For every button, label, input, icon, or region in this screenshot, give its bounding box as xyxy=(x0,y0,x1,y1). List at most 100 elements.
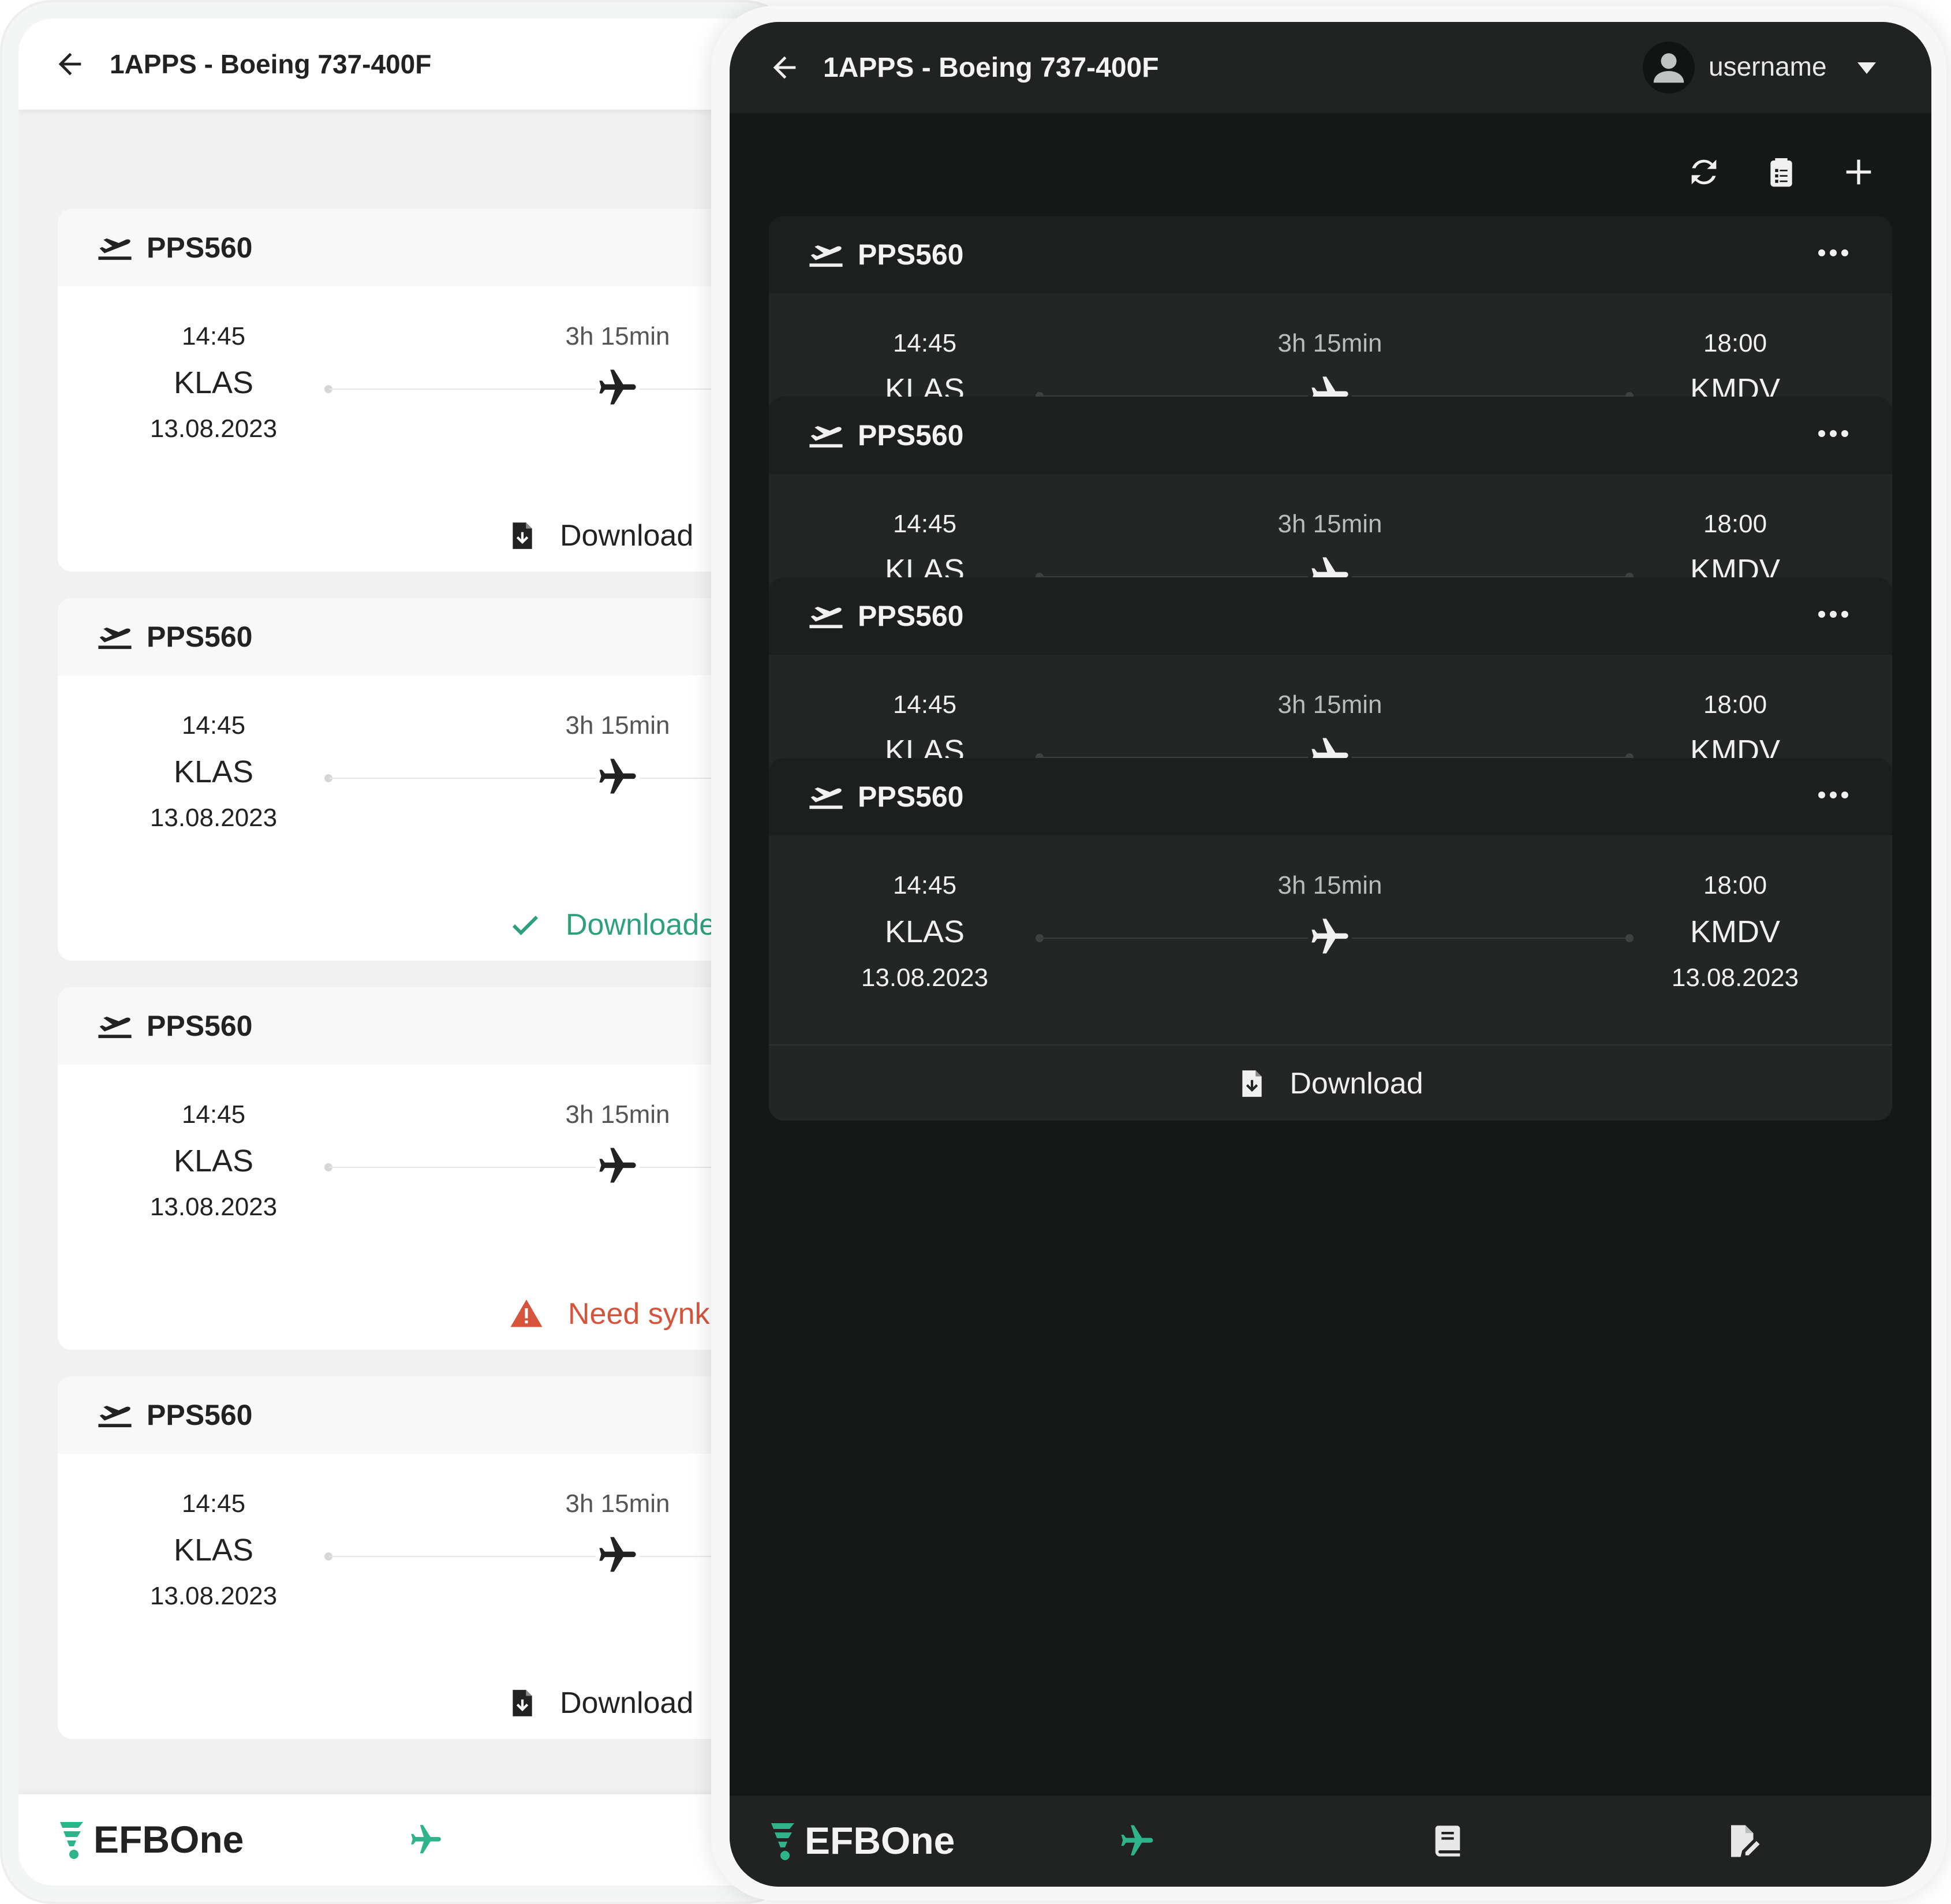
departure-time: 14:45 xyxy=(892,871,957,899)
flight-card-header: PPS560 xyxy=(58,209,797,286)
flight-duration: 3h 15min xyxy=(565,711,670,740)
departure-date: 13.08.2023 xyxy=(149,804,278,832)
refresh-icon[interactable] xyxy=(1685,154,1722,191)
dark-screen: 1APPS - Boeing 737-400F username xyxy=(730,22,1931,1887)
flight-card-footer: Download xyxy=(769,1044,1892,1121)
plus-icon[interactable] xyxy=(1840,154,1877,191)
file-download-icon xyxy=(513,522,532,549)
check-icon xyxy=(512,916,539,935)
light-theme-phone: 1APPS - Boeing 737-400F PPS560 14:45 KLA… xyxy=(0,0,797,1904)
departure-airport: KLAS xyxy=(173,1533,254,1567)
book-icon[interactable] xyxy=(1429,1822,1466,1860)
light-bottom-nav: EFBOne xyxy=(18,1794,797,1886)
brand-name: EFBOne xyxy=(805,1819,955,1862)
flight-duration: 3h 15min xyxy=(1277,329,1382,357)
route-plane xyxy=(596,755,640,799)
flight-card-header: PPS560 xyxy=(58,598,797,675)
route-start-dot xyxy=(324,1552,332,1560)
departure-airport: KLAS xyxy=(173,755,254,789)
flight-card[interactable]: PPS560 14:45 KLAS 13.08.2023 3h 15min Ne… xyxy=(58,987,797,1350)
departure-date: 13.08.2023 xyxy=(149,1582,278,1610)
flight-number: PPS560 xyxy=(147,232,253,264)
clipboard-list-icon[interactable] xyxy=(1763,154,1800,191)
avatar[interactable] xyxy=(1643,42,1695,94)
airplane-icon[interactable] xyxy=(1116,1822,1158,1860)
departure-airport: KLAS xyxy=(884,914,965,949)
departure-date: 13.08.2023 xyxy=(149,415,278,443)
departure-airport: KLAS xyxy=(173,1144,254,1178)
username-label[interactable]: username xyxy=(1709,51,1827,81)
route-plane xyxy=(596,366,640,410)
route-start-dot xyxy=(324,385,332,393)
airplane-route-icon xyxy=(599,369,636,405)
status[interactable]: Download xyxy=(508,498,693,572)
departure-time: 14:45 xyxy=(181,322,246,350)
flight-number: PPS560 xyxy=(858,419,964,451)
route-line xyxy=(329,1167,797,1168)
more-options-icon[interactable] xyxy=(1817,603,1849,626)
departure-date: 13.08.2023 xyxy=(861,964,989,992)
dark-header: 1APPS - Boeing 737-400F username xyxy=(730,22,1931,113)
route-plane xyxy=(1308,915,1352,959)
route-start-dot xyxy=(324,774,332,782)
departure-time: 14:45 xyxy=(181,1100,246,1129)
dark-theme-phone: 1APPS - Boeing 737-400F username xyxy=(711,6,1946,1901)
status[interactable]: Downloaded xyxy=(508,887,732,961)
warning-icon xyxy=(510,1300,543,1327)
dark-bottom-nav: EFBOne xyxy=(730,1795,1931,1887)
edit-document-icon[interactable] xyxy=(1724,1822,1764,1860)
departure-icon xyxy=(98,1405,132,1428)
departure-airport: KLAS xyxy=(173,365,254,400)
departure-icon xyxy=(809,245,843,267)
flight-card[interactable]: PPS560 14:45 KLAS 13.08.2023 3h 15min Do… xyxy=(58,209,797,572)
airplane-route-icon xyxy=(1311,376,1348,412)
status-label: Download xyxy=(1290,1067,1423,1100)
download-button[interactable]: Download xyxy=(769,1046,1892,1121)
departure-icon xyxy=(98,627,132,649)
departure-icon xyxy=(809,606,843,629)
airplane-route-icon xyxy=(1311,738,1348,773)
airplane-icon[interactable] xyxy=(405,1822,447,1858)
airplane-route-icon xyxy=(599,1148,636,1183)
departure-time: 14:45 xyxy=(892,690,957,719)
flight-number: PPS560 xyxy=(858,238,964,271)
route-end-dot xyxy=(1625,934,1634,942)
departure-time: 14:45 xyxy=(181,1489,246,1518)
departure-date: 13.08.2023 xyxy=(149,1193,278,1221)
brand-logo: EFBOne xyxy=(58,1817,244,1861)
flight-duration: 3h 15min xyxy=(1277,510,1382,538)
flight-card[interactable]: PPS560 14:45 KLAS 13.08.2023 3h 15min 18… xyxy=(769,758,1892,1121)
flight-number: PPS560 xyxy=(147,621,253,653)
airplane-route-icon xyxy=(599,1537,636,1572)
file-download-icon xyxy=(513,1690,532,1716)
flight-duration: 3h 15min xyxy=(565,1100,670,1129)
more-options-icon[interactable] xyxy=(1817,783,1849,807)
flight-card[interactable]: PPS560 14:45 KLAS 13.08.2023 3h 15min Do… xyxy=(58,1376,797,1739)
more-options-icon[interactable] xyxy=(1817,241,1849,264)
chevron-down-icon[interactable] xyxy=(1855,60,1878,76)
back-arrow-icon[interactable] xyxy=(53,47,87,81)
flight-card-header: PPS560 xyxy=(769,216,1892,293)
efbone-logo-icon xyxy=(771,1823,794,1860)
flight-number: PPS560 xyxy=(147,1399,253,1431)
airplane-route-icon xyxy=(1311,919,1348,954)
page-title: 1APPS - Boeing 737-400F xyxy=(823,52,1159,83)
departure-icon xyxy=(809,787,843,809)
route-plane xyxy=(596,1144,640,1188)
user-icon xyxy=(1653,53,1684,83)
light-screen: 1APPS - Boeing 737-400F PPS560 14:45 KLA… xyxy=(18,18,797,1886)
flight-card-header: PPS560 xyxy=(58,1376,797,1454)
airplane-route-icon xyxy=(599,759,636,794)
arrival-time: 18:00 xyxy=(1703,690,1767,719)
route-line xyxy=(329,778,797,779)
flight-duration: 3h 15min xyxy=(1277,690,1382,719)
flight-card[interactable]: PPS560 14:45 KLAS 13.08.2023 3h 15min Do… xyxy=(58,598,797,961)
status-label: Download xyxy=(560,519,694,552)
more-options-icon[interactable] xyxy=(1817,422,1849,445)
status[interactable]: Need synk xyxy=(508,1276,710,1350)
departure-icon xyxy=(98,238,132,260)
back-arrow-icon[interactable] xyxy=(768,51,801,84)
status[interactable]: Download xyxy=(508,1665,693,1739)
arrival-date: 13.08.2023 xyxy=(1671,964,1799,992)
page-title: 1APPS - Boeing 737-400F xyxy=(110,49,432,79)
